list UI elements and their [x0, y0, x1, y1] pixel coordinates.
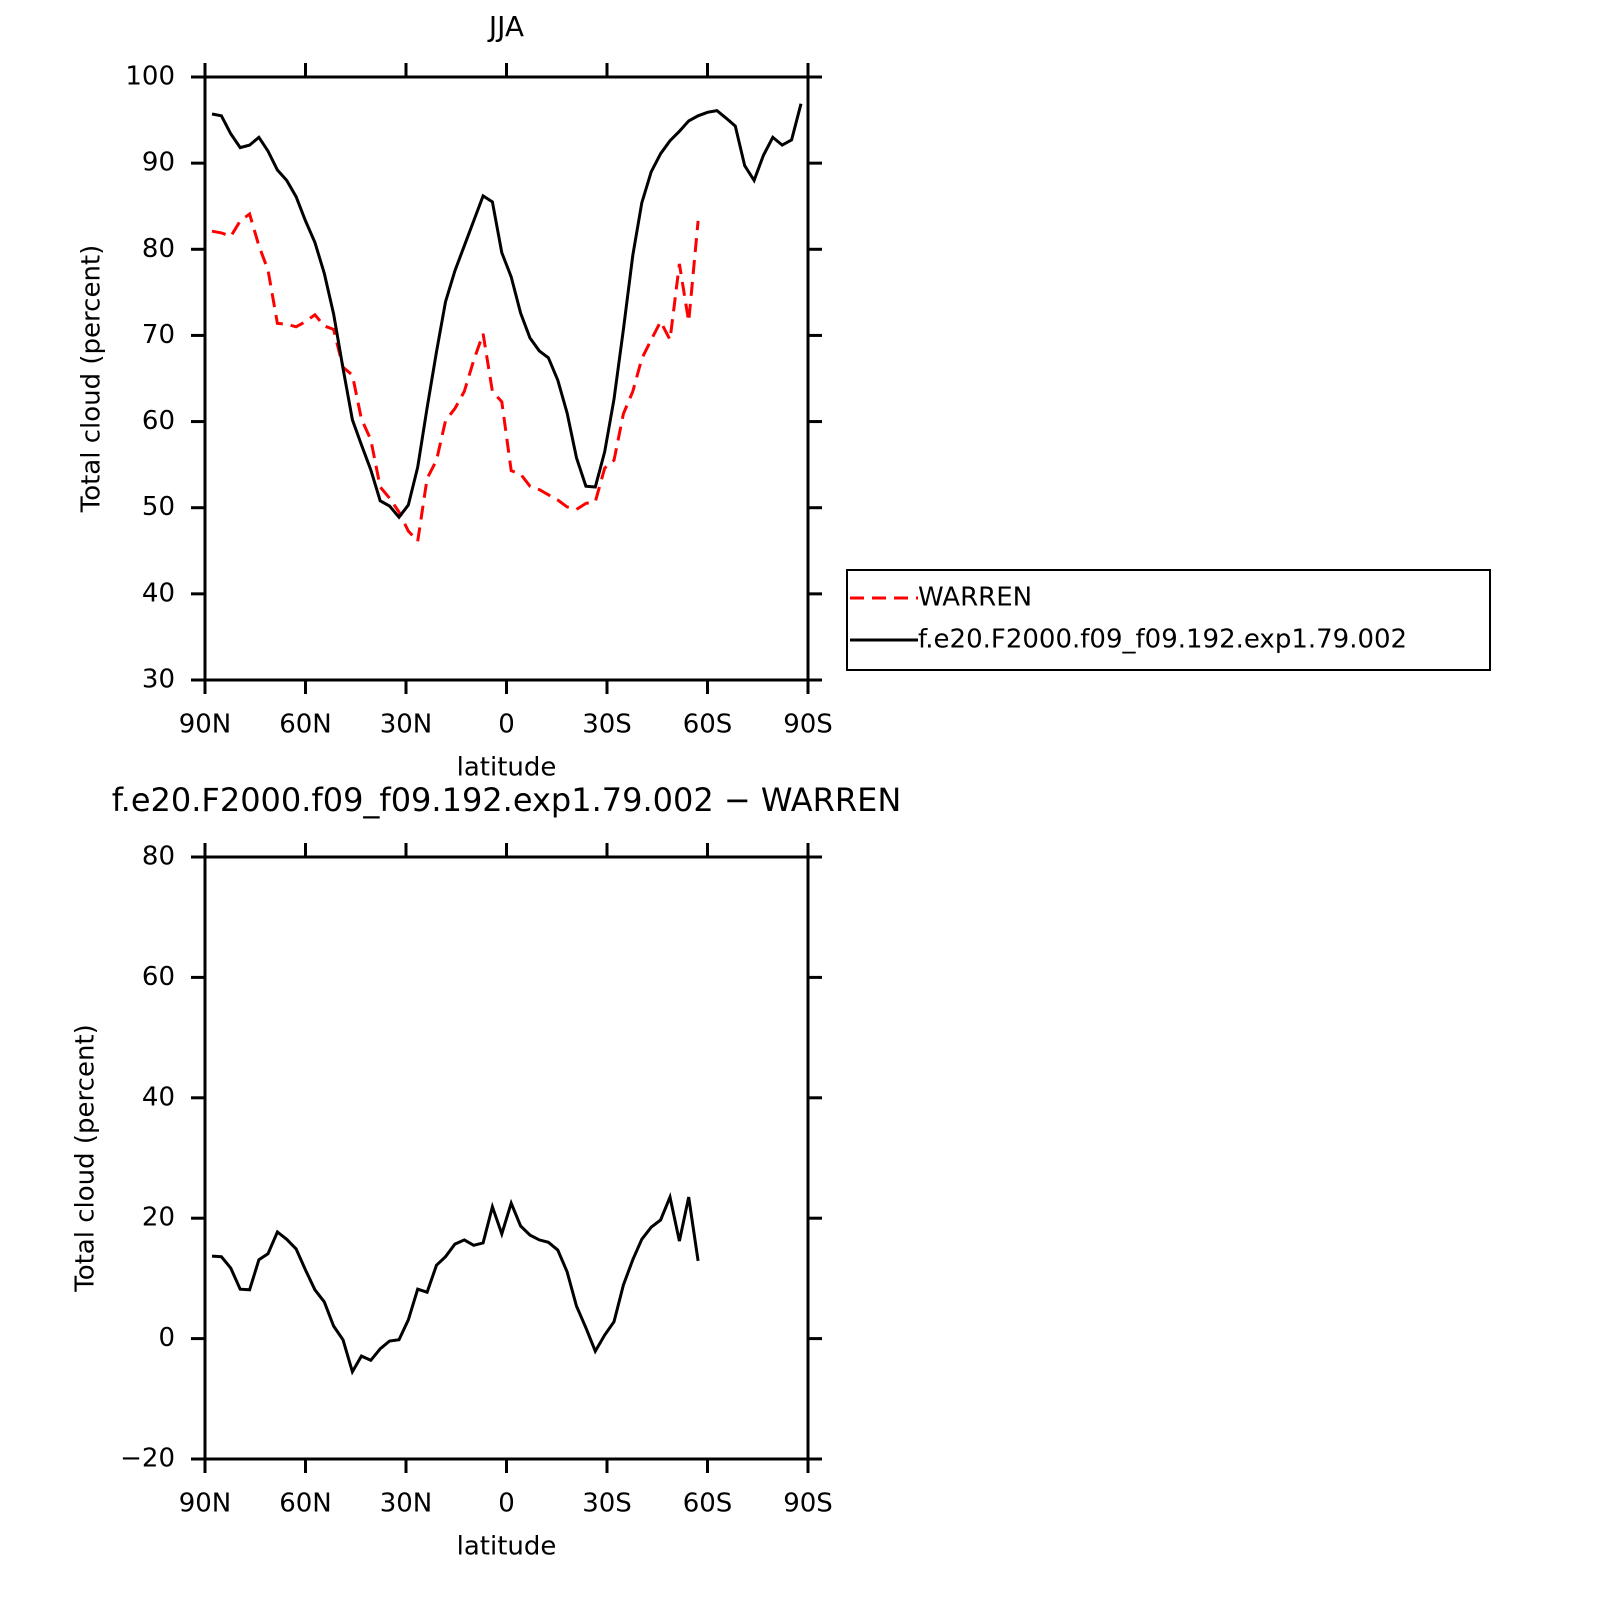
y-tick-label: 60 [142, 406, 175, 436]
x-tick-label: 90N [179, 710, 232, 740]
x-tick-label: 30S [582, 1489, 632, 1519]
x-tick-label: 60N [279, 710, 332, 740]
x-tick-label: 0 [498, 710, 515, 740]
y-tick-label: 100 [125, 62, 175, 92]
data-line [211, 211, 700, 545]
x-tick-label: 90S [783, 710, 833, 740]
data-line [211, 1192, 700, 1376]
plot-frame [203, 855, 810, 1461]
y-tick-label: 60 [142, 962, 175, 992]
chart-title: f.e20.F2000.f09_f09.192.exp1.79.002 − WA… [112, 781, 902, 819]
x-tick-label: 0 [498, 1489, 515, 1519]
x-tick-label: 60S [683, 710, 733, 740]
x-tick-label: 90N [179, 1489, 232, 1519]
y-tick-label: 40 [142, 1082, 175, 1112]
legend-label: f.e20.F2000.f09_f09.192.exp1.79.002 [918, 625, 1407, 655]
y-tick-label: 80 [142, 842, 175, 872]
x-tick-label: 30N [380, 1489, 433, 1519]
y-tick-label: −20 [120, 1444, 175, 1474]
y-tick-label: 40 [142, 578, 175, 608]
x-tick-label: 60S [683, 1489, 733, 1519]
legend-box [846, 569, 1491, 671]
chart-title: JJA [487, 10, 524, 43]
y-tick-label: 30 [142, 665, 175, 695]
data-line [211, 103, 803, 520]
y-tick-label: 50 [142, 492, 175, 522]
y-tick-label: 80 [142, 234, 175, 264]
y-tick-label: 0 [158, 1323, 175, 1353]
y-tick-label: 90 [142, 148, 175, 178]
x-axis-label: latitude [457, 753, 557, 783]
y-axis-label: Total cloud (percent) [71, 1024, 101, 1293]
legend-label: WARREN [918, 583, 1032, 613]
x-tick-label: 30N [380, 710, 433, 740]
x-axis-label: latitude [457, 1532, 557, 1562]
plot-frame [203, 75, 810, 682]
x-tick-label: 60N [279, 1489, 332, 1519]
y-tick-label: 70 [142, 320, 175, 350]
x-tick-label: 30S [582, 710, 632, 740]
y-tick-label: 20 [142, 1203, 175, 1233]
x-tick-label: 90S [783, 1489, 833, 1519]
y-axis-label: Total cloud (percent) [77, 245, 107, 514]
